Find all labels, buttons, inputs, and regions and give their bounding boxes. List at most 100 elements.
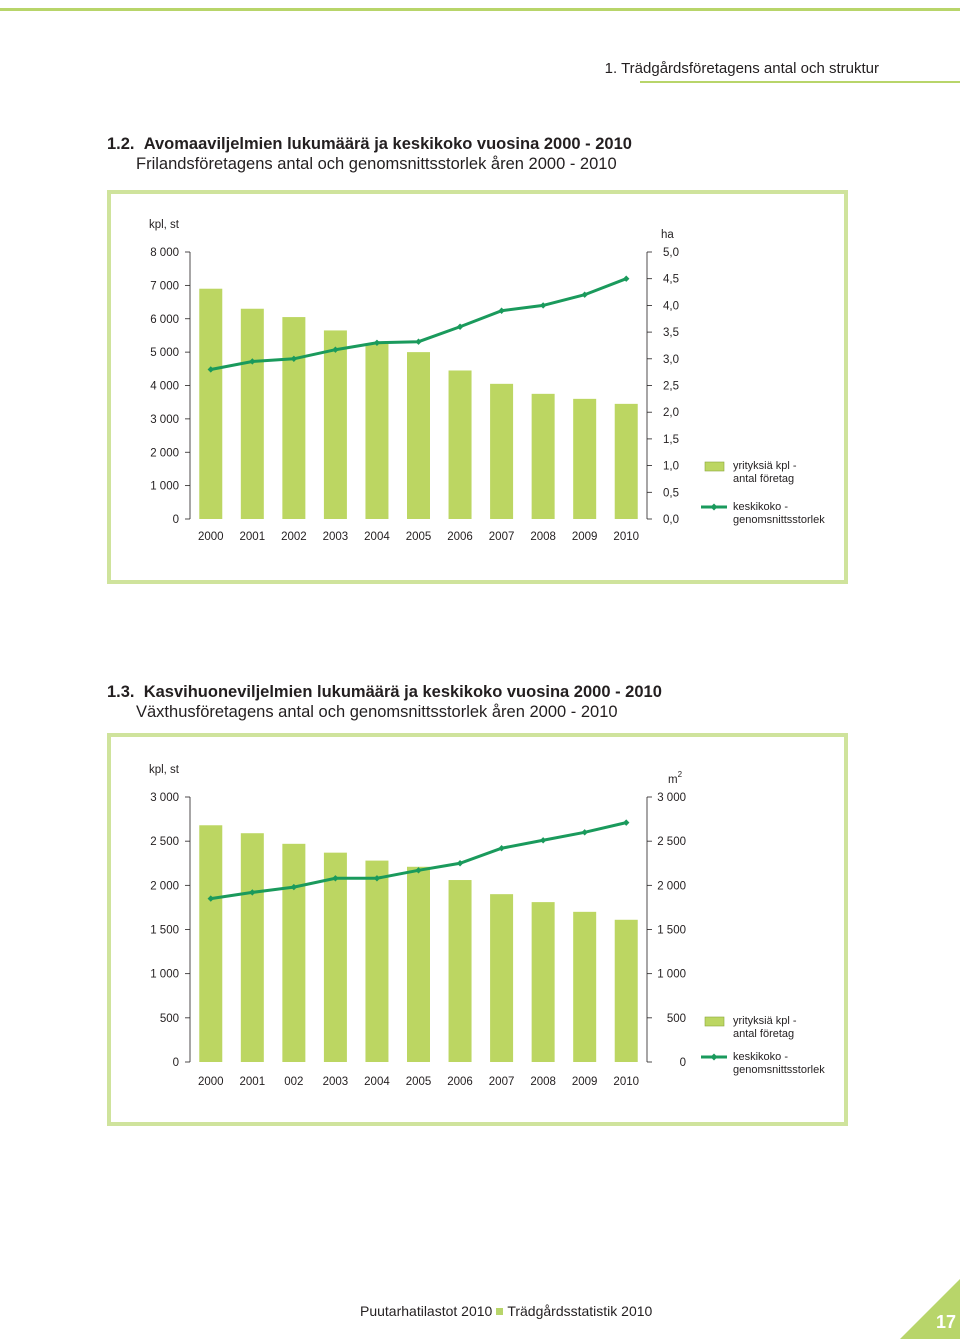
chart-1-right-tick-label: 3,0: [663, 354, 679, 366]
chart-1-right-tick-label: 2,5: [663, 381, 679, 393]
chart-1-bar: [407, 352, 430, 519]
chart-2-number: 1.3.: [107, 683, 135, 701]
chart-1-line-point: [498, 307, 505, 314]
chart-2-right-tick-label: 1 000: [657, 969, 686, 981]
chart-2-title-sv: Växthusföretagens antal och genomsnittss…: [136, 703, 618, 721]
chart-1-legend-line-label-2: genomsnittsstorlek: [733, 514, 825, 526]
chart-2-bar: [573, 911, 597, 1062]
chart-2-left-tick-label: 1 500: [150, 925, 179, 937]
chart-1-bar: [323, 330, 347, 519]
chart-2-x-tick-label: 2001: [240, 1076, 266, 1088]
chart-1-legend-line-marker: [710, 503, 718, 511]
footer-separator-square: [496, 1308, 504, 1316]
footer-left: Puutarhatilastot 2010: [360, 1303, 493, 1319]
chart-2-x-tick-label: 2007: [489, 1076, 515, 1088]
running-head: 1. Trädgårdsföretagens antal och struktu…: [604, 60, 879, 77]
chart-2-frame: kpl, st m2 0 500 1 000 1 500 2 000 2 500 3 000 0 5…: [107, 733, 848, 1126]
chart-1-bar: [282, 317, 306, 519]
chart-1-right-tick-label: 0,0: [663, 514, 679, 526]
chart-2-left-tick-label: 1 000: [150, 969, 179, 981]
chart-1-bar: [531, 393, 555, 519]
page-number: 17: [935, 1312, 956, 1332]
top-accent-rule: [0, 8, 960, 11]
chart-2-svg: kpl, st m2 0 500 1 000 1 500 2 000 2 500 3 000 0 5…: [149, 764, 825, 1088]
chart-2-x-tick-label: 2004: [364, 1076, 390, 1088]
chart-1-legend-bar-label-2: antal företag: [733, 473, 794, 485]
footer: Puutarhatilastot 2010 Trädgårdsstatistik …: [360, 1303, 652, 1319]
chart-2-title-fi: Kasvihuoneviljelmien lukumäärä ja keskik…: [143, 683, 662, 701]
chart-1-x-tick-label: 2004: [364, 531, 390, 543]
chart-2-right-unit-superscript: 2: [678, 770, 683, 779]
chart-1-line-point: [539, 302, 547, 309]
footer-right: Trädgårdsstatistik 2010: [507, 1303, 653, 1319]
chart-1-right-tick-label: 1,5: [663, 434, 679, 446]
chart-1-line-point: [332, 346, 339, 353]
chart-2-line-point: [415, 867, 422, 874]
chart-1-legend-bar-label-1: yrityksiä kpl -: [733, 460, 797, 472]
chart-1-legend-bar-swatch: [704, 461, 725, 472]
chart-1-bar: [490, 383, 514, 519]
chart-2-left-tick-label: 2 500: [150, 836, 179, 848]
chart-2-right-tick-label: 3 000: [657, 792, 686, 804]
chart-1-left-tick-label: 3 000: [150, 414, 179, 426]
chart-2-right-tick-label: 2 500: [657, 836, 686, 848]
chart-2-legend-bar-label-1: yrityksiä kpl -: [733, 1015, 797, 1027]
chart-1-number: 1.2.: [107, 135, 135, 153]
chart-2-bar: [614, 919, 638, 1062]
chart-2-right-tick-label: 2 000: [657, 880, 686, 892]
chart-2-left-tick-label: 0: [173, 1057, 179, 1069]
chart-1-right-tick-label: 1,0: [663, 461, 679, 473]
chart-2-x-tick-label: 2008: [530, 1076, 556, 1088]
chart-2-left-tick-label: 500: [160, 1013, 179, 1025]
chart-2-x-tick-label: 2010: [613, 1076, 639, 1088]
chart-2-x-tick-label: 2003: [323, 1076, 349, 1088]
page-corner-triangle: [900, 1279, 960, 1339]
chart-1-left-tick-label: 7 000: [150, 280, 179, 292]
chart-1-x-tick-label: 2007: [489, 531, 515, 543]
chart-2-right-tick-label: 500: [667, 1013, 686, 1025]
chart-1-bar: [199, 288, 223, 519]
chart-2-bar: [365, 860, 389, 1062]
chart-1-bar: [614, 403, 638, 519]
chart-1-left-unit-label: kpl, st: [149, 219, 180, 231]
chart-1-svg: kpl, st ha 0 1 000 2 000 3 000 4 000 5 000 6 000…: [149, 219, 825, 543]
running-head-rule: [640, 81, 960, 83]
chart-1-x-tick-label: 2010: [613, 531, 639, 543]
chart-1-title-sv: Frilandsföretagens antal och genomsnitts…: [136, 155, 617, 173]
chart-2-x-tick-label: 2005: [406, 1076, 432, 1088]
chart-1-left-tick-label: 8 000: [150, 247, 179, 259]
chart-2-legend-bar-swatch: [704, 1016, 725, 1027]
chart-2-legend-line-label-2: genomsnittsstorlek: [733, 1064, 825, 1076]
chart-2-legend-line-marker: [710, 1053, 718, 1061]
chart-1-x-tick-label: 2002: [281, 531, 307, 543]
chart-2-bar: [490, 894, 514, 1062]
chart-1-frame: kpl, st ha 0 1 000 2 000 3 000 4 000 5 000 6 000…: [107, 190, 848, 584]
chart-2-x-tick-label: 2000: [198, 1076, 224, 1088]
chart-2-bar: [282, 843, 306, 1062]
chart-1-bar: [365, 343, 389, 519]
chart-2-left-tick-label: 3 000: [150, 792, 179, 804]
chart-1-right-tick-label: 0,5: [663, 487, 679, 499]
chart-2-bar: [407, 866, 430, 1062]
chart-2-bar: [323, 852, 347, 1062]
chart-2-x-tick-label: 002: [284, 1076, 303, 1088]
chart-1-right-tick-label: 4,5: [663, 274, 679, 286]
chart-2-line-point: [456, 860, 464, 867]
chart-1-line-point: [623, 275, 630, 282]
chart-1-left-tick-label: 4 000: [150, 381, 179, 393]
chart-1-x-tick-label: 2003: [323, 531, 349, 543]
chart-1-x-tick-label: 2008: [530, 531, 556, 543]
chart-2-left-unit-label: kpl, st: [149, 764, 180, 776]
chart-2-right-tick-label: 1 500: [657, 925, 686, 937]
chart-1-x-tick-label: 2001: [240, 531, 266, 543]
chart-2-heading: 1.3. Kasvihuoneviljelmien lukumäärä ja k…: [107, 682, 662, 722]
chart-1-title-fi: Avomaaviljelmien lukumäärä ja keskikoko …: [143, 135, 632, 153]
chart-1-legend-line-label-1: keskikoko -: [733, 501, 788, 513]
chart-2-bar: [240, 833, 264, 1062]
chart-1-left-tick-label: 5 000: [150, 347, 179, 359]
chart-1-right-tick-label: 4,0: [663, 300, 679, 312]
chart-2-left-tick-label: 2 000: [150, 880, 179, 892]
chart-2-line-point: [290, 883, 298, 891]
chart-2-bar: [199, 825, 223, 1062]
chart-1-right-tick-label: 5,0: [663, 247, 679, 259]
